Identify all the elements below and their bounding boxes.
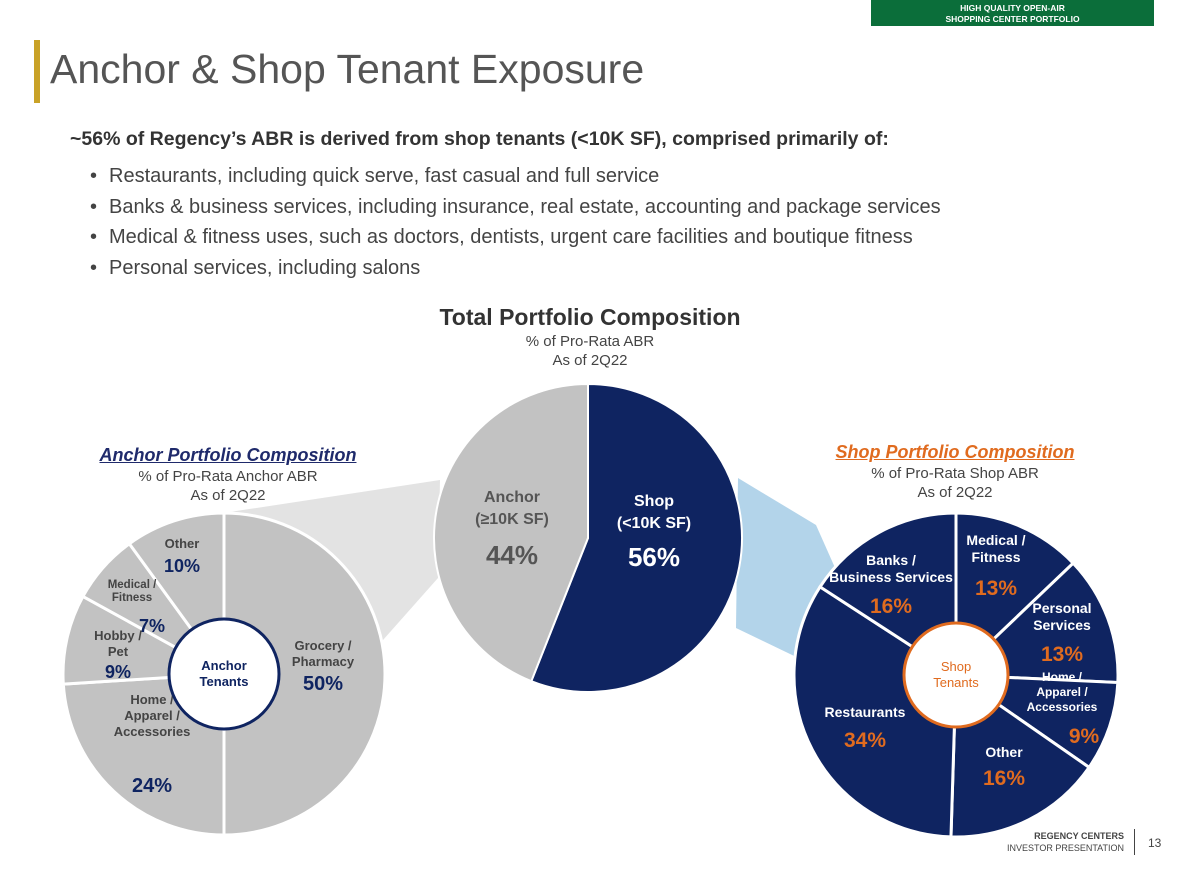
anchor-slice xyxy=(222,511,387,837)
shop-center-label: Shop Tenants xyxy=(933,659,979,690)
anchor-slice-value: 10% xyxy=(164,556,200,576)
shop-slice-value: 13% xyxy=(975,577,1017,600)
bullet-item: Medical & fitness uses, such as doctors,… xyxy=(90,223,941,254)
anchor-center-circle xyxy=(167,617,281,731)
footer-company: REGENCY CENTERS INVESTOR PRESENTATION xyxy=(1007,830,1124,854)
title-accent-bar xyxy=(34,40,40,103)
anchor-slice-label: Other xyxy=(165,536,200,551)
shop-slice-label: Other xyxy=(985,744,1023,760)
section-banner: HIGH QUALITY OPEN-AIR SHOPPING CENTER PO… xyxy=(871,0,1154,26)
bullet-item: Banks & business services, including ins… xyxy=(90,193,941,224)
anchor-slice-value: 7% xyxy=(139,616,165,636)
shop-slice-value: 9% xyxy=(1069,725,1100,748)
footer-company-name: REGENCY CENTERS xyxy=(1034,831,1124,841)
anchor-chart-header: Anchor Portfolio Composition % of Pro-Ra… xyxy=(78,443,378,505)
shop-slice-value: 16% xyxy=(983,767,1025,790)
footer-doc-name: INVESTOR PRESENTATION xyxy=(1006,843,1124,853)
page-title: Anchor & Shop Tenant Exposure xyxy=(50,46,645,92)
anchor-slice-label: Hobby / Pet xyxy=(94,628,142,659)
intro-lead: ~56% of Regency’s ABR is derived from sh… xyxy=(70,128,889,150)
anchor-chart-subtitle-1: % of Pro-Rata Anchor ABR xyxy=(138,468,318,485)
total-slice-shop xyxy=(530,382,743,693)
footer-divider xyxy=(1134,829,1135,855)
anchor-chart-title: Anchor Portfolio Composition xyxy=(99,445,357,465)
total-value-shop: 56% xyxy=(628,542,680,572)
shop-slice-value: 13% xyxy=(1041,643,1083,666)
anchor-slice-label: Home / Apparel / Accessories xyxy=(114,692,191,739)
shop-chart-title: Shop Portfolio Composition xyxy=(835,442,1075,462)
shop-slice-value: 34% xyxy=(844,729,886,752)
bullet-item: Personal services, including salons xyxy=(90,254,941,285)
shop-chart-subtitle-1: % of Pro-Rata Shop ABR xyxy=(871,465,1039,482)
anchor-slice-label: Grocery / Pharmacy xyxy=(292,638,355,669)
total-chart-subtitle-2: As of 2Q22 xyxy=(552,352,628,369)
shop-slice-label: Banks / Business Services xyxy=(829,552,953,585)
total-label-shop: Shop (<10K SF) xyxy=(617,493,691,532)
shop-chart-subtitle-2: As of 2Q22 xyxy=(917,484,993,501)
anchor-slice-label: Medical / Fitness xyxy=(108,579,157,604)
shop-center-circle xyxy=(902,621,1010,729)
shop-slice-label: Medical / Fitness xyxy=(966,532,1025,565)
total-label-anchor: Anchor (≥10K SF) xyxy=(475,489,549,528)
total-slice-anchor xyxy=(433,382,589,683)
anchor-slice-value: 9% xyxy=(105,662,131,682)
bullet-item: Restaurants, including quick serve, fast… xyxy=(90,162,941,193)
anchor-chart-subtitle-2: As of 2Q22 xyxy=(190,487,266,504)
total-value-anchor: 44% xyxy=(486,540,538,570)
banner-line-1: HIGH QUALITY OPEN-AIR xyxy=(960,3,1065,13)
anchor-slice-value: 24% xyxy=(132,775,172,797)
page-number: 13 xyxy=(1148,836,1162,850)
shop-chart-header: Shop Portfolio Composition % of Pro-Rata… xyxy=(805,440,1105,502)
shop-slice-label: Personal Services xyxy=(1032,600,1091,633)
banner-line-2: SHOPPING CENTER PORTFOLIO xyxy=(945,14,1080,24)
anchor-center-label: Anchor Tenants xyxy=(200,658,249,689)
anchor-slice xyxy=(61,672,226,837)
shop-slice-value: 16% xyxy=(870,595,912,618)
shop-slice-label: Restaurants xyxy=(825,704,906,720)
shop-slice-label: Home / Apparel / Accessories xyxy=(1027,670,1098,714)
anchor-slice-value: 50% xyxy=(303,673,343,695)
intro-bullet-list: Restaurants, including quick serve, fast… xyxy=(90,162,941,284)
total-chart-header: Total Portfolio Composition % of Pro-Rat… xyxy=(390,302,790,370)
total-chart-subtitle-1: % of Pro-Rata ABR xyxy=(525,333,655,350)
total-chart-title: Total Portfolio Composition xyxy=(439,304,741,330)
